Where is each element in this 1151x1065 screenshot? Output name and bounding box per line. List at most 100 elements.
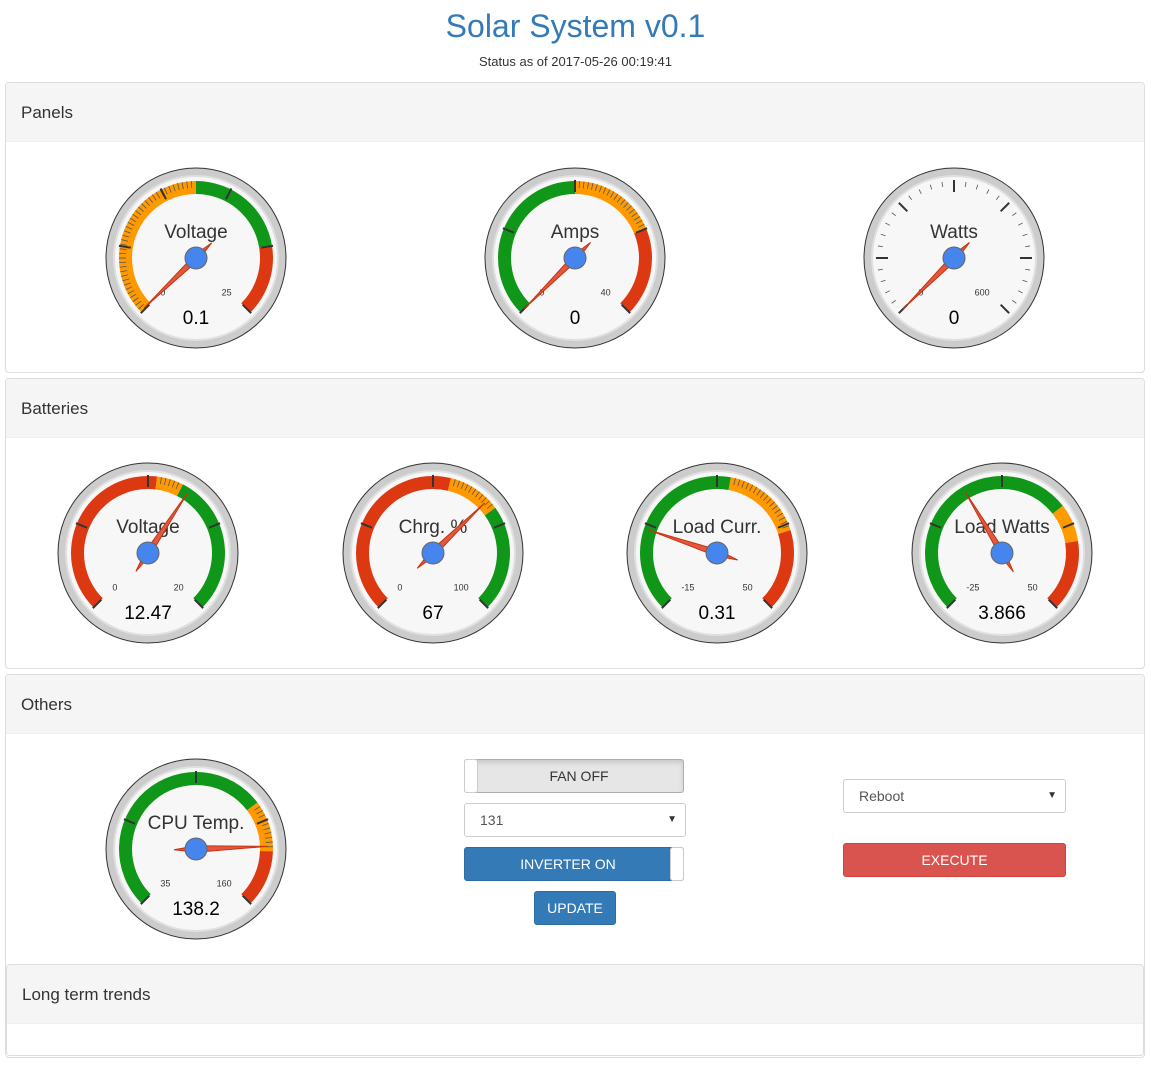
gauge-minor-tick (460, 482, 465, 490)
gauge-value: 0 (570, 308, 581, 329)
gauge-value: 67 (422, 603, 443, 624)
gauge-minor-tick (908, 195, 913, 200)
inverter-toggle[interactable]: INVERTER ON (464, 847, 684, 881)
gauge-value: 12.47 (124, 603, 172, 624)
cpu-temp-gauge: CPU Temp. 35 160 138.2 (105, 758, 287, 940)
gauge-band-green (478, 507, 510, 608)
gauge-label: Load Curr. (673, 517, 762, 538)
gauge-minor-tick (766, 498, 772, 504)
gauge-minor-tick (120, 270, 128, 273)
fan-speed-select[interactable]: 131 ▼ (464, 803, 686, 837)
gauge-hub (184, 246, 208, 270)
gauge-value: 138.2 (172, 899, 220, 920)
gauge-minor-tick (258, 814, 266, 819)
gauge-minor-tick (263, 827, 271, 831)
gauge-minor-tick (256, 810, 263, 815)
gauge-band-red (356, 476, 451, 608)
gauge-minor-tick (891, 299, 896, 304)
gauge-band-green (640, 476, 731, 608)
gauge-minor-tick (122, 234, 130, 238)
load-current-gauge: Load Curr. -15 50 0.31 (626, 462, 808, 644)
chevron-down-icon: ▼ (1047, 790, 1057, 801)
gauge-major-tick (478, 598, 489, 609)
gauge-minor-tick (471, 488, 477, 496)
gauge-hub (184, 837, 208, 861)
inverter-toggle-label: INVERTER ON (520, 856, 616, 872)
execute-button[interactable]: EXECUTE (843, 843, 1066, 877)
gauge-minor-tick (620, 199, 626, 206)
gauge-value: 0.1 (183, 308, 209, 329)
gauge-minor-tick (1017, 290, 1023, 294)
gauge-minor-tick (610, 191, 615, 198)
panel-voltage-gauge: Voltage 0 25 0.1 (105, 167, 287, 349)
others-heading: Others (6, 675, 1144, 734)
gauge-minor-tick (141, 203, 147, 209)
gauge-minor-tick (1025, 245, 1031, 248)
inverter-toggle-handle[interactable] (670, 847, 684, 881)
gauge-major-tick (208, 522, 221, 529)
gauge-minor-tick (474, 491, 480, 498)
gauge-label: Watts (930, 222, 978, 243)
battery-voltage-gauge: Voltage 0 20 12.47 (57, 462, 239, 644)
gauge-minor-tick (606, 189, 611, 196)
gauge-max-label: 160 (217, 879, 232, 889)
gauge-band-red (71, 476, 158, 608)
gauge-major-tick (140, 894, 151, 905)
battery-charge-gauge: Chrg. % 0 100 67 (342, 462, 524, 644)
gauge-band-green (196, 181, 273, 248)
gauge-minor-tick (780, 521, 788, 525)
gauge-hub (942, 246, 966, 270)
gauge-band-orange (119, 181, 196, 313)
gauge-band-green (924, 475, 1063, 608)
gauge-max-label: 50 (743, 583, 753, 593)
gauge-hub (990, 541, 1014, 565)
gauge-minor-tick (628, 208, 635, 214)
gauge-minor-tick (265, 841, 273, 843)
gauge-minor-tick (464, 484, 469, 491)
gauge-minor-tick (167, 479, 171, 487)
gauge-minor-tick (1025, 268, 1031, 271)
gauge-hub (421, 541, 445, 565)
gauge-label: Load Watts (954, 517, 1049, 538)
gauge-major-tick (1047, 598, 1058, 609)
gauge-minor-tick (132, 213, 139, 219)
gauge-max-label: 20 (174, 583, 184, 593)
gauge-band-green (498, 181, 575, 313)
gauge-minor-tick (175, 482, 180, 490)
gauge-major-tick (777, 522, 790, 529)
gauge-major-tick (635, 227, 648, 234)
gauge-major-tick (946, 598, 957, 609)
gauge-minor-tick (265, 836, 273, 839)
gauge-major-tick (159, 188, 167, 200)
gauge-minor-tick (119, 248, 127, 250)
gauge-minor-tick (1012, 212, 1017, 217)
gauge-minor-tick (468, 486, 473, 493)
gauge-minor-tick (135, 300, 142, 306)
gauge-minor-tick (484, 500, 490, 506)
gauge-band-orange (728, 477, 791, 534)
fan-toggle-handle[interactable] (464, 759, 478, 793)
gauge-minor-tick (733, 478, 736, 486)
gauge-minor-tick (918, 189, 922, 195)
gauge-major-tick (261, 244, 274, 249)
action-select-value: Reboot (859, 788, 905, 804)
gauge-minor-tick (941, 181, 944, 187)
fan-toggle[interactable]: FAN OFF (464, 759, 684, 793)
gauge-band-green (119, 772, 258, 904)
gauge-minor-tick (120, 243, 128, 246)
gauge-min-label: 35 (160, 879, 170, 889)
action-select[interactable]: Reboot ▼ (843, 779, 1066, 813)
trends-heading: Long term trends (7, 965, 1143, 1024)
gauge-minor-tick (623, 202, 629, 208)
update-button[interactable]: UPDATE (534, 891, 616, 925)
gauge-major-tick (241, 894, 252, 905)
gauge-minor-tick (127, 290, 135, 295)
gauge-major-tick (502, 227, 515, 234)
gauge-minor-tick (155, 191, 161, 199)
gauge-minor-tick (877, 245, 883, 248)
gauge-max-label: 25 (222, 288, 232, 298)
gauge-major-tick (241, 303, 252, 314)
gauge-band-red (241, 851, 273, 904)
gauge-minor-tick (633, 216, 641, 221)
gauge-band-orange (1052, 505, 1079, 543)
